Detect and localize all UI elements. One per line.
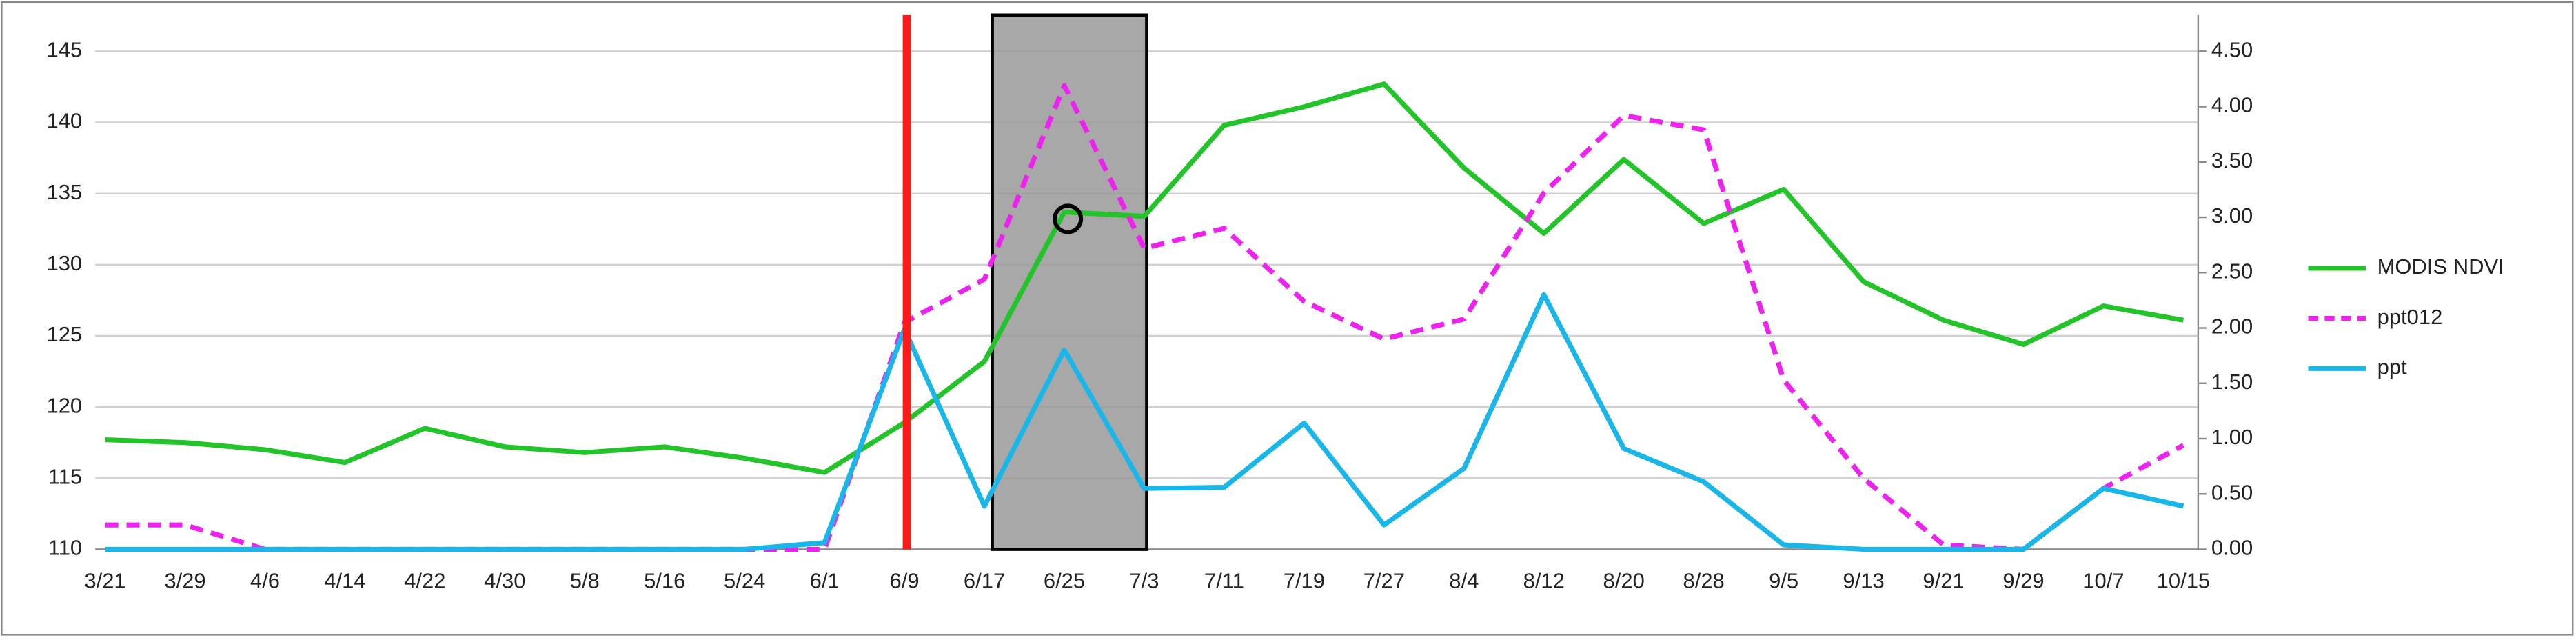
y-tick-label: 145: [46, 38, 82, 62]
x-tick-label: 6/17: [964, 568, 1005, 592]
x-tick-label: 8/28: [1683, 568, 1725, 592]
y2-tick-label: 3.50: [2211, 148, 2253, 172]
y2-tick-label: 1.50: [2211, 370, 2253, 394]
y-tick-label: 110: [48, 536, 82, 560]
marker-circle: [1053, 203, 1084, 234]
x-tick-label: 7/3: [1129, 568, 1159, 592]
x-tick-label: 7/27: [1363, 568, 1405, 592]
x-tick-label: 9/5: [1769, 568, 1798, 592]
y-tick-label: 115: [48, 464, 82, 488]
x-tick-label: 5/24: [724, 568, 765, 592]
legend-label: ppt012: [2377, 305, 2443, 329]
y2-tick-label: 1.00: [2211, 425, 2253, 449]
y-tick-label: 125: [46, 322, 82, 346]
x-tick-label: 3/21: [84, 568, 125, 592]
y-tick-label: 120: [46, 393, 82, 417]
series-line: [105, 81, 2184, 475]
x-tick-label: 7/11: [1204, 568, 1244, 592]
x-tick-label: 6/9: [890, 568, 920, 592]
y2-tick-label: 2.50: [2211, 259, 2253, 283]
y2-tick-label: 0.50: [2211, 480, 2253, 504]
x-tick-label: 4/30: [484, 568, 525, 592]
y2-tick-label: 3.00: [2211, 203, 2253, 228]
x-tick-label: 3/29: [164, 568, 205, 592]
y2-tick-label: 4.50: [2211, 38, 2253, 62]
x-tick-label: 7/19: [1284, 568, 1325, 592]
labels: 110 115 120 125 130 135 140 145 0.00 0.50 1.00 1.50…: [46, 38, 2504, 593]
x-tick-label: 10/7: [2082, 568, 2124, 592]
y2-tick-label: 4.00: [2211, 93, 2253, 117]
y2-tick-label: 2.00: [2211, 314, 2253, 339]
x-tick-label: 4/14: [324, 568, 365, 592]
x-tick-label: 9/29: [2002, 568, 2044, 592]
x-tick-label: 9/13: [1843, 568, 1884, 592]
x-tick-label: 10/15: [2157, 568, 2211, 592]
legend-label: MODIS NDVI: [2377, 254, 2504, 279]
series-line: [105, 292, 2184, 552]
x-tick-label: 8/12: [1523, 568, 1565, 592]
y-tick-label: 130: [46, 251, 82, 275]
x-tick-label: 5/8: [570, 568, 600, 592]
x-tick-label: 8/4: [1449, 568, 1479, 592]
x-tick-label: 6/1: [810, 568, 840, 592]
y-tick-label: 140: [46, 109, 82, 133]
y-tick-label: 135: [46, 180, 82, 204]
x-tick-label: 9/21: [1923, 568, 1964, 592]
x-tick-label: 5/16: [644, 568, 685, 592]
x-tick-label: 8/20: [1603, 568, 1645, 592]
x-tick-label: 4/22: [404, 568, 445, 592]
y2-tick-label: 0.00: [2211, 536, 2253, 560]
x-tick-label: 6/25: [1044, 568, 1085, 592]
lines: [105, 81, 2185, 552]
x-tick-label: 4/6: [250, 568, 280, 592]
legend-label: ppt: [2377, 354, 2407, 379]
highlight-box: [991, 13, 1148, 551]
